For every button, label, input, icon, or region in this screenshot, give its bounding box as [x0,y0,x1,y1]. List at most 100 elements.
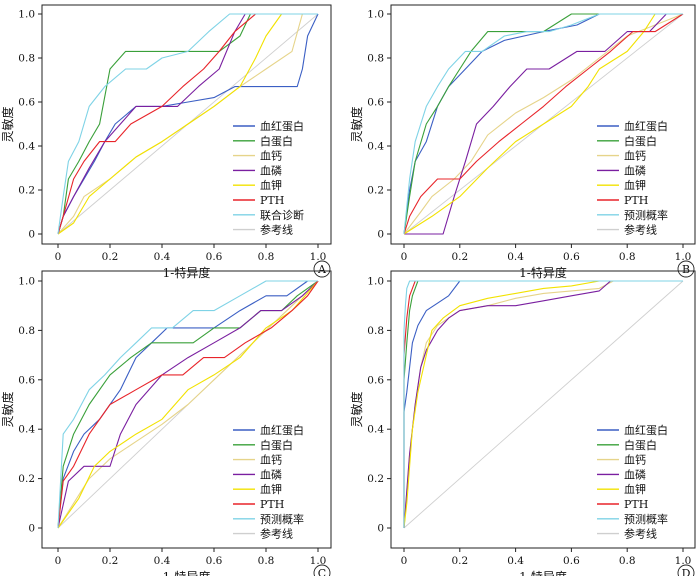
x-tick-label: 0 [401,251,408,263]
legend-label-p: 血磷 [624,163,646,177]
x-axis-title: 1-特异度 [519,569,567,576]
y-tick-label: 0.8 [367,325,384,337]
y-tick-label: 0 [377,229,384,241]
series-line-hgb [57,13,319,235]
legend-label-k: 血钾 [624,178,646,192]
x-tick-label: 0.2 [102,555,119,567]
y-tick-label: 0.4 [367,424,384,436]
x-tick-label: 0.8 [619,555,636,567]
x-tick-label: 0 [55,555,62,567]
x-tick-label: 0.6 [206,555,223,567]
y-tick-label: 0.2 [367,185,384,197]
series-line-pth [57,280,319,529]
x-tick-label: 1.0 [675,251,692,263]
y-tick-label: 0.8 [367,53,384,65]
roc-panel-b: 0 0.2 0.4 0.6 0.8 1.0 0 0.2 0.4 0.6 0.8 1.0 1-特异度 灵敏度… [349,4,696,280]
series-line-ref [403,280,684,529]
y-tick-label: 0 [28,523,35,535]
panel-letter-circle [313,260,331,278]
legend-label-p: 血磷 [260,163,282,177]
panel-letter-circle [313,564,331,580]
y-tick-label: 0.4 [18,141,35,153]
roc-panel-c: 0 0.2 0.4 0.6 0.8 1.0 0 0.2 0.4 0.6 0.8 1.0 1-特异度 灵敏度… [0,270,332,580]
legend-label-ca: 血钙 [624,149,646,163]
legend-label-alb: 白蛋白 [624,438,657,452]
x-tick-label: 0.6 [206,251,223,263]
legend-label-k: 血钾 [260,178,282,192]
y-tick-label: 0.6 [18,374,35,386]
x-tick-label: 0.2 [451,251,468,263]
legend-label-ca: 血钙 [624,453,646,467]
x-tick-label: 1.0 [310,555,327,567]
y-tick-label: 0.4 [367,141,384,153]
series-line-model [57,13,318,235]
y-tick-label: 1.0 [18,276,35,288]
legend-label-hgb: 血红蛋白 [624,119,668,133]
legend-label-ca: 血钙 [260,453,282,467]
legend-label-hgb: 血红蛋白 [624,423,668,437]
series-line-model [403,13,683,235]
series-line-k [403,280,683,529]
legend-label-ref: 参考线 [260,527,293,541]
x-tick-label: 0.6 [563,555,580,567]
x-tick-label: 0.4 [154,251,171,263]
x-axis-title: 1-特异度 [519,265,567,280]
legend-label-pth: PTH [624,498,648,511]
x-tick-label: 0.4 [154,555,171,567]
y-tick-label: 0.8 [18,53,35,65]
legend-label-alb: 白蛋白 [624,134,657,148]
legend-label-k: 血钾 [624,482,646,496]
plot-frame [41,4,332,245]
roc-panel-d: 0 0.2 0.4 0.6 0.8 1.0 0 0.2 0.4 0.6 0.8 1.0 1-特异度 灵敏度… [349,270,696,580]
panel-letter-circle [677,260,695,278]
y-tick-label: 0.4 [18,424,35,436]
x-tick-label: 0.2 [451,555,468,567]
series-line-model [403,280,683,528]
series-line-p [57,13,318,235]
y-tick-label: 0 [377,523,384,535]
y-tick-label: 0.6 [367,374,384,386]
legend-label-ref: 参考线 [260,223,293,237]
series-line-model [57,280,318,529]
legend-label-ca: 血钙 [260,149,282,163]
x-tick-label: 0.4 [507,251,524,263]
legend-label-model: 预测概率 [624,512,668,526]
legend-label-ref: 参考线 [624,223,657,237]
panel-letter-circle [677,564,695,580]
x-tick-label: 0 [401,555,408,567]
panel-letter: B [682,263,690,276]
x-tick-label: 1.0 [675,555,692,567]
y-tick-label: 1.0 [18,9,35,21]
plot-frame [390,270,696,549]
legend-label-hgb: 血红蛋白 [260,119,304,133]
series-line-pth [57,13,318,235]
y-tick-label: 1.0 [367,9,384,21]
legend-label-ref: 参考线 [624,527,657,541]
series-line-alb [403,13,683,235]
legend-label-pth: PTH [260,498,284,511]
legend-label-p: 血磷 [624,467,646,481]
panel-letter: C [318,567,326,576]
plot-frame [390,4,696,245]
series-line-pth [403,13,684,235]
y-tick-label: 0.2 [18,473,35,485]
panel-letter: A [317,263,327,276]
legend-label-model: 预测概率 [624,208,668,222]
y-axis-title: 灵敏度 [0,106,15,142]
legend-label-alb: 白蛋白 [260,438,293,452]
legend-label-k: 血钾 [260,482,282,496]
legend-label-p: 血磷 [260,467,282,481]
series-line-p [57,280,319,529]
x-tick-label: 0.8 [619,251,636,263]
x-axis-title: 1-特异度 [163,569,211,576]
x-tick-label: 0 [55,251,62,263]
plot-frame [41,270,332,549]
x-tick-label: 0.2 [102,251,119,263]
series-line-hgb [57,280,318,529]
y-axis-title: 灵敏度 [349,391,364,427]
x-tick-label: 1.0 [310,251,327,263]
y-axis-title: 灵敏度 [349,106,364,142]
y-tick-label: 0.6 [367,97,384,109]
x-tick-label: 0.6 [563,251,580,263]
y-tick-label: 1.0 [367,276,384,288]
